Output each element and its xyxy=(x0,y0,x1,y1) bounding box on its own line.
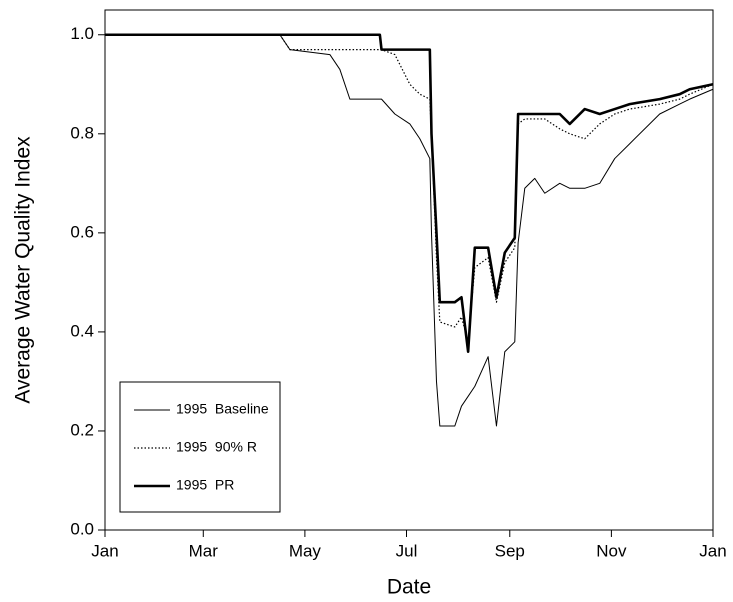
legend-label: 1995 90% R xyxy=(176,439,257,455)
legend-box xyxy=(119,381,281,513)
x-axis-title: Date xyxy=(387,576,431,599)
x-tick-label: Nov xyxy=(596,541,627,560)
plot-frame xyxy=(104,9,714,531)
x-tick-label: Mar xyxy=(189,541,219,560)
y-tick-label: 0.8 xyxy=(70,123,94,142)
x-tick-label: Sep xyxy=(495,541,525,560)
y-tick-label: 0.2 xyxy=(70,420,94,439)
series-line xyxy=(105,34,714,427)
y-axis-title: Average Water Quality Index xyxy=(12,136,35,404)
x-tick-label: Jan xyxy=(91,541,118,560)
x-tick-label: May xyxy=(289,541,322,560)
y-tick-label: 0.4 xyxy=(70,321,94,340)
y-tick-label: 0.0 xyxy=(70,519,94,538)
series-line xyxy=(105,34,714,343)
legend-label: 1995 PR xyxy=(176,477,234,493)
legend-label: 1995 Baseline xyxy=(176,401,269,417)
series-line xyxy=(105,33,714,354)
y-tick-label: 0.6 xyxy=(70,222,94,241)
y-tick-label: 1.0 xyxy=(70,24,94,43)
x-tick-label: Jul xyxy=(396,541,418,560)
x-tick-label: Jan xyxy=(699,541,726,560)
